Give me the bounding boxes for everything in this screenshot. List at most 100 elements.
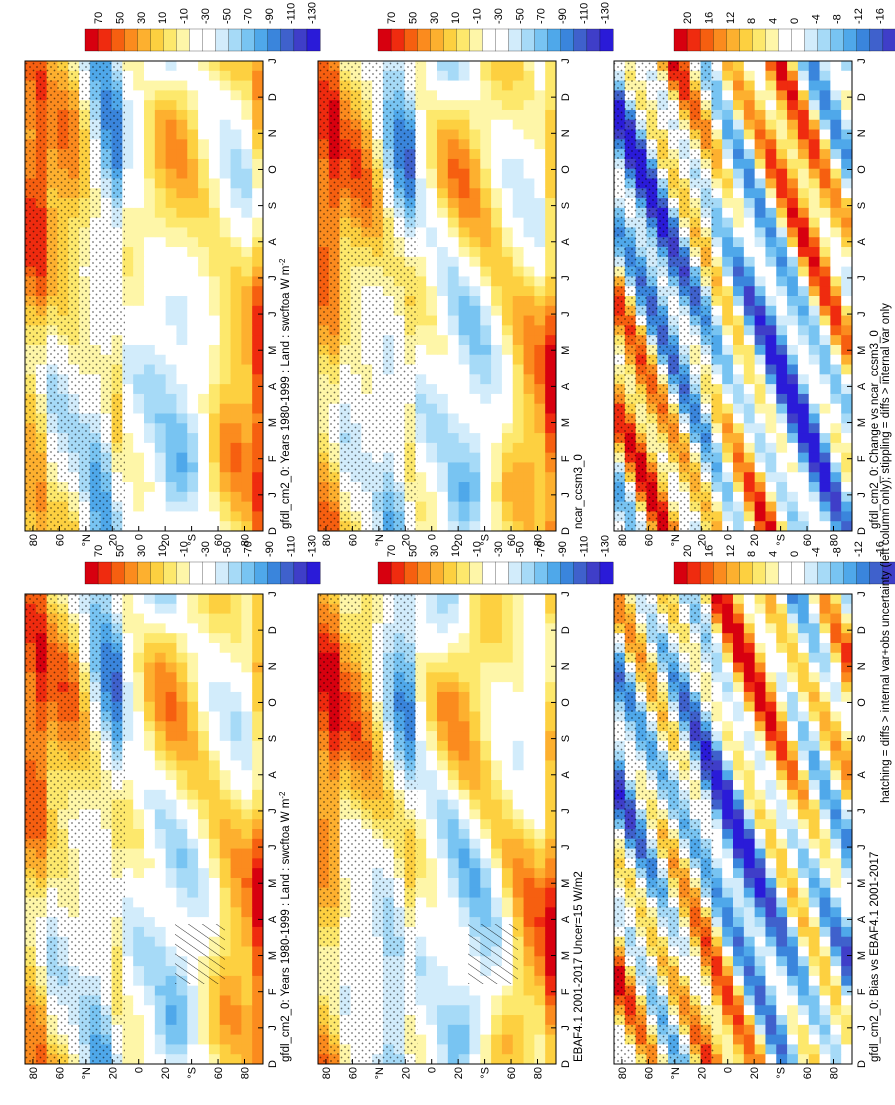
heatmap-cell — [808, 730, 821, 741]
heatmap-cell — [447, 916, 460, 927]
heatmap-cell — [176, 364, 188, 375]
heatmap-cell — [133, 226, 145, 238]
heatmap-cell — [808, 887, 821, 898]
month-label: N — [267, 662, 279, 670]
heatmap-cell — [447, 955, 460, 967]
heatmap-cell — [198, 373, 210, 385]
heatmap-cell — [480, 720, 492, 732]
heatmap-cell — [797, 1043, 810, 1055]
heatmap-cell — [133, 403, 145, 414]
heatmap-cell — [722, 1024, 734, 1035]
heatmap-cell — [165, 187, 177, 199]
heatmap-cell — [219, 510, 232, 522]
heatmap-cell — [754, 759, 766, 771]
colorbar-swatch — [390, 561, 405, 585]
heatmap-cell — [722, 945, 734, 957]
lat-label: 80 — [321, 1067, 333, 1079]
heatmap-cell — [480, 662, 492, 673]
heatmap-cell — [176, 168, 188, 179]
heatmap-cell — [176, 906, 188, 918]
heatmap-cell — [187, 671, 199, 683]
heatmap-cell — [198, 510, 210, 522]
heatmap-cell — [230, 256, 242, 267]
heatmap-cell — [230, 70, 242, 81]
heatmap-cell — [743, 711, 756, 722]
heatmap-cell — [754, 671, 766, 683]
heatmap-cell — [219, 324, 232, 336]
heatmap-cell — [187, 848, 199, 859]
heatmap-cell — [133, 994, 145, 1006]
heatmap-cell — [458, 906, 470, 918]
heatmap-cell — [743, 730, 756, 741]
heatmap-cell — [241, 266, 253, 277]
heatmap-cell — [230, 60, 242, 71]
heatmap-cell — [501, 1034, 514, 1045]
lat-label: 80 — [28, 534, 40, 546]
heatmap-cell — [415, 818, 427, 829]
heatmap-cell — [122, 759, 134, 771]
heatmap-cell — [144, 501, 156, 512]
heatmap-cell — [230, 295, 242, 306]
month-label: A — [856, 915, 868, 923]
heatmap-cell — [491, 711, 503, 722]
colorbar-swatch — [189, 561, 203, 585]
heatmap-cell — [122, 711, 134, 722]
heatmap-cell — [808, 945, 821, 957]
heatmap-cell — [241, 383, 253, 394]
heatmap-cell — [133, 808, 145, 820]
heatmap-cell — [176, 1014, 188, 1025]
heatmap-cell — [176, 720, 188, 732]
heatmap-cell — [501, 711, 514, 722]
colorbar-swatch — [430, 561, 444, 585]
heatmap-cell — [219, 99, 232, 110]
heatmap-cell — [469, 364, 481, 375]
colorbar-swatch — [84, 28, 99, 52]
heatmap-cell — [819, 808, 831, 820]
heatmap-cell — [415, 828, 427, 839]
heatmap-cell — [754, 711, 766, 722]
heatmap-cell — [122, 681, 134, 692]
heatmap-cell — [230, 691, 242, 702]
heatmap-cell — [187, 642, 199, 653]
heatmap-cell — [154, 994, 167, 1006]
heatmap-cell — [122, 1004, 134, 1016]
heatmap-cell — [545, 613, 557, 624]
heatmap-cell — [743, 701, 756, 712]
heatmap-cell — [230, 808, 242, 820]
heatmap-cell — [252, 779, 264, 790]
month-label: J — [267, 311, 279, 317]
heatmap-cell — [437, 848, 449, 859]
heatmap-cell — [458, 671, 470, 683]
lat-label: 80 — [532, 1067, 544, 1079]
colorbar-swatch — [202, 28, 217, 52]
heatmap-cell — [501, 652, 514, 663]
heatmap-cell — [165, 671, 177, 683]
heatmap-cell — [534, 691, 546, 702]
heatmap-cell — [241, 217, 253, 228]
heatmap-cell — [176, 403, 188, 414]
heatmap-cell — [176, 671, 188, 683]
heatmap-cell — [469, 652, 481, 663]
heatmap-cell — [458, 720, 470, 732]
heatmap-cell — [534, 769, 546, 781]
heatmap-cell — [808, 848, 821, 859]
heatmap-cell — [230, 412, 242, 424]
colorbar-swatch — [189, 28, 203, 52]
heatmap-cell — [252, 158, 264, 169]
heatmap-cell — [545, 975, 557, 986]
heatmap-cell — [230, 926, 242, 937]
heatmap-cell — [208, 720, 221, 732]
heatmap-cell — [208, 740, 221, 751]
heatmap-cell — [230, 80, 242, 91]
heatmap-cell — [241, 720, 253, 732]
heatmap-cell — [523, 945, 535, 957]
heatmap-cell — [187, 769, 199, 781]
heatmap-cell — [154, 652, 167, 663]
heatmap-cell — [808, 789, 821, 800]
heatmap-cell — [534, 730, 546, 741]
heatmap-cell — [252, 867, 264, 878]
heatmap-cell — [208, 344, 221, 355]
heatmap-cell — [491, 828, 503, 839]
heatmap-cell — [733, 985, 745, 996]
heatmap-cell — [545, 364, 557, 375]
